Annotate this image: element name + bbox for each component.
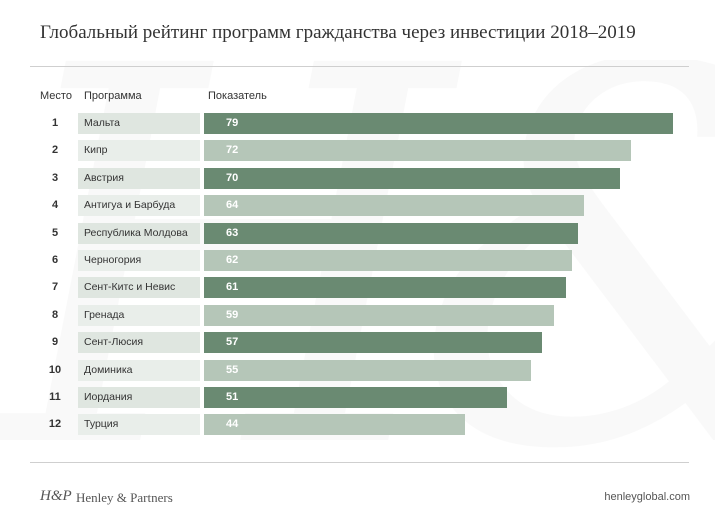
category-label: Антигуа и Барбуда [78, 195, 200, 216]
rank-label: 4 [51, 199, 59, 211]
category-label: Гренада [78, 305, 200, 326]
bar [204, 332, 542, 353]
bar-value-label: 61 [226, 281, 239, 293]
bar [204, 140, 631, 161]
rank-label: 5 [51, 227, 59, 239]
bar [204, 250, 572, 271]
bar-value-label: 59 [226, 309, 239, 321]
category-label: Республика Молдова [78, 223, 200, 244]
rank-label: 1 [51, 117, 59, 129]
column-header-rank: Место [40, 90, 72, 102]
bar [204, 414, 465, 435]
brand-logo: H&P [40, 488, 72, 504]
column-header-score: Показатель [208, 90, 267, 102]
bar-value-label: 62 [226, 254, 239, 266]
rank-label: 7 [51, 281, 59, 293]
category-label: Черногория [78, 250, 200, 271]
bar-value-label: 79 [226, 117, 239, 129]
column-header-program: Программа [84, 90, 142, 102]
category-label: Турция [78, 414, 200, 435]
rank-label: 6 [51, 254, 59, 266]
brand-name: Henley & Partners [76, 490, 173, 505]
bar [204, 277, 566, 298]
category-label: Австрия [78, 168, 200, 189]
rank-label: 3 [51, 172, 59, 184]
bar [204, 223, 578, 244]
bar-value-label: 55 [226, 364, 239, 376]
bar-value-label: 72 [226, 144, 239, 156]
category-label: Сент-Люсия [78, 332, 200, 353]
bar-value-label: 57 [226, 336, 239, 348]
category-label: Иордания [78, 387, 200, 408]
rank-label: 11 [49, 391, 61, 403]
bar [204, 195, 584, 216]
rank-label: 9 [51, 336, 59, 348]
category-label: Доминика [78, 360, 200, 381]
category-label: Кипр [78, 140, 200, 161]
bar [204, 360, 531, 381]
website-url[interactable]: henleyglobal.com [604, 491, 690, 503]
bar-value-label: 63 [226, 227, 239, 239]
bar [204, 387, 507, 408]
bar [204, 168, 620, 189]
rank-label: 2 [51, 144, 59, 156]
bar-value-label: 64 [226, 199, 239, 211]
bar [204, 305, 554, 326]
bar-value-label: 44 [226, 418, 239, 430]
bottom-divider [30, 462, 689, 463]
bar-value-label: 70 [226, 172, 239, 184]
rank-label: 8 [51, 309, 59, 321]
top-divider [30, 66, 689, 67]
chart-title: Глобальный рейтинг программ гражданства … [40, 22, 636, 43]
category-label: Сент-Китс и Невис [78, 277, 200, 298]
bar-value-label: 51 [226, 391, 239, 403]
rank-label: 12 [48, 418, 62, 430]
rank-label: 10 [48, 364, 62, 376]
bar [204, 113, 673, 134]
category-label: Мальта [78, 113, 200, 134]
